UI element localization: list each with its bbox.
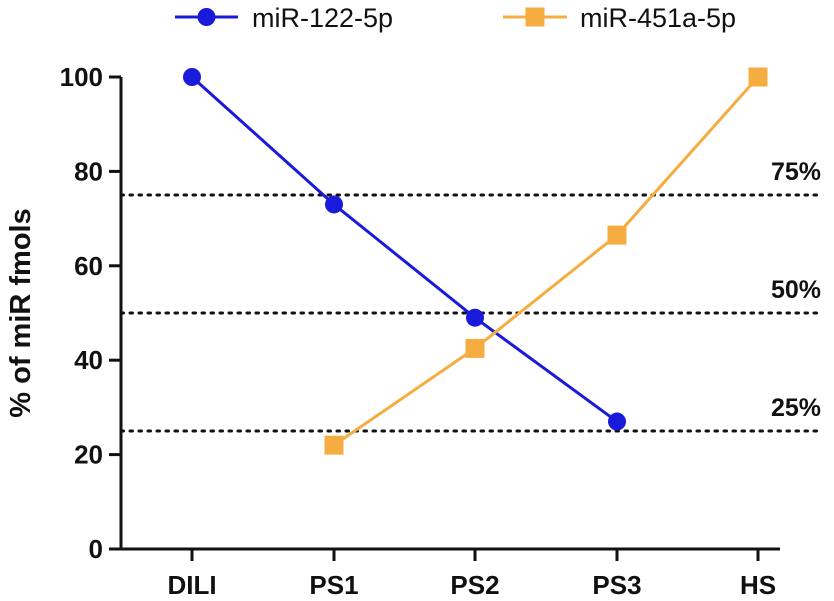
- legend-marker: [197, 8, 216, 26]
- data-point: [324, 435, 344, 455]
- data-point: [607, 225, 627, 245]
- data-point: [465, 338, 485, 358]
- data-point: [608, 412, 626, 431]
- y-tick-label: 0: [89, 534, 103, 564]
- y-tick-label: 100: [60, 62, 103, 92]
- x-tick-label: HS: [740, 570, 776, 600]
- x-tick-label: PS1: [309, 570, 358, 600]
- series-group: [183, 67, 768, 455]
- reference-line-label: 75%: [771, 158, 821, 186]
- y-ticks: 0 20 40 60 80 100: [60, 62, 121, 564]
- x-tick-label: PS3: [592, 570, 641, 600]
- x-tick-label: DILI: [167, 570, 216, 600]
- legend-marker: [525, 7, 545, 27]
- y-tick-label: 60: [74, 251, 103, 281]
- y-tick-label: 80: [74, 156, 103, 186]
- legend: miR-122-5p miR-451a-5p: [175, 3, 736, 33]
- axes: [119, 77, 780, 551]
- x-tick-label: PS2: [450, 570, 499, 600]
- data-point: [466, 308, 484, 327]
- reference-line-label: 50%: [771, 276, 821, 304]
- data-point: [748, 67, 768, 87]
- legend-label: miR-451a-5p: [580, 3, 736, 33]
- data-point: [325, 195, 343, 214]
- series-line: [190, 75, 618, 423]
- y-tick-label: 20: [74, 440, 103, 470]
- reference-line-label: 25%: [771, 394, 821, 422]
- reference-lines: 75% 50% 25%: [119, 158, 822, 433]
- series-line: [333, 76, 760, 447]
- x-ticks: DILI PS1 PS2 PS3 HS: [167, 549, 776, 600]
- legend-label: miR-122-5p: [252, 3, 393, 33]
- y-tick-label: 40: [74, 345, 103, 375]
- data-point: [183, 68, 201, 86]
- y-axis-title: % of miR fmols: [5, 208, 37, 417]
